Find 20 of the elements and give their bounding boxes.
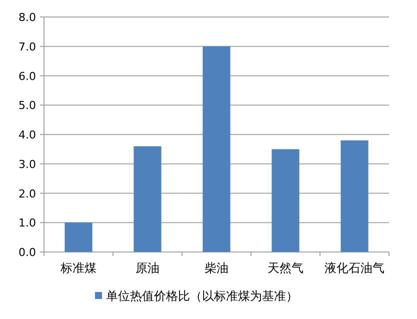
x-tick-label: 标准煤 (60, 261, 96, 275)
bar (134, 146, 162, 252)
x-tick-label: 天然气 (268, 261, 304, 275)
bar (272, 149, 300, 252)
legend-label: 单位热值价格比（以标准煤为基准） (106, 289, 298, 303)
bar (340, 140, 368, 252)
y-tick-label: 8.0 (18, 11, 36, 24)
bar (64, 222, 92, 252)
y-tick-label: 3.0 (18, 158, 36, 171)
y-tick-label: 0.0 (18, 246, 36, 259)
x-tick-label: 液化石油气 (324, 261, 384, 275)
y-tick-label: 6.0 (18, 70, 36, 83)
y-tick-label: 5.0 (18, 99, 36, 112)
y-tick-label: 4.0 (18, 128, 36, 142)
x-tick-label: 原油 (136, 261, 160, 275)
x-tick-label: 柴油 (204, 261, 228, 275)
y-tick-label: 1.0 (18, 216, 36, 230)
y-tick-label: 2.0 (18, 187, 36, 200)
bar (202, 46, 230, 252)
y-tick-label: 7.0 (18, 40, 36, 54)
